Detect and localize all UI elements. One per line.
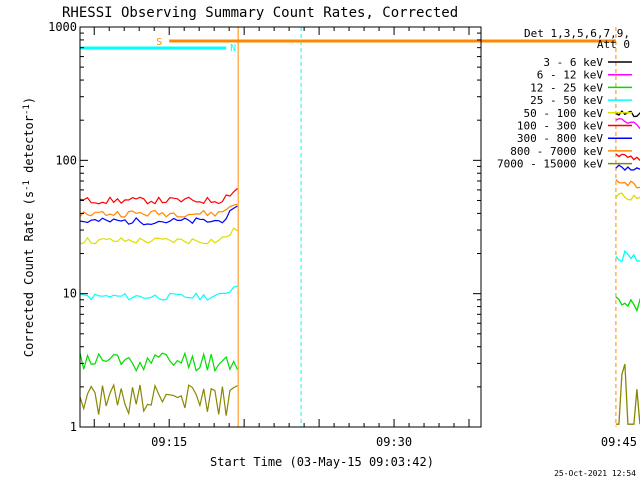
- y-label-sup-2: -1: [22, 104, 32, 115]
- x-tick-label: 09:45: [601, 435, 637, 449]
- legend-label: 7000 - 15000 keV: [497, 158, 603, 171]
- legend-label: 300 - 800 keV: [517, 132, 603, 145]
- x-axis-label: Start Time (03-May-15 09:03:42): [210, 455, 434, 469]
- y-label-sup-1: -1: [22, 180, 32, 191]
- series-3-segment-1: [79, 285, 238, 301]
- y-label-part-1: Corrected Count Rate (s: [22, 191, 36, 357]
- legend-header-2: Att 0: [597, 38, 630, 51]
- series-2-segment-1: [79, 351, 238, 373]
- chart-title: RHESSI Observing Summary Count Rates, Co…: [62, 5, 458, 21]
- date-stamp: 25-Oct-2021 12:54: [554, 469, 636, 478]
- y-tick-label: 1000: [48, 20, 77, 34]
- legend-label: 800 - 7000 keV: [510, 145, 603, 158]
- y-label-part-3: ): [22, 97, 36, 104]
- y-tick-label: 10: [63, 287, 77, 301]
- data-layer: SNF: [79, 27, 640, 427]
- x-tick-label: 09:15: [151, 435, 187, 449]
- y-tick-label: 1: [70, 420, 77, 434]
- legend-label: 3 - 6 keV: [543, 56, 603, 69]
- series-7-segment-1: [79, 203, 238, 218]
- y-axis-label: Corrected Count Rate (s-1 detector-1): [22, 97, 36, 357]
- legend-label: 25 - 50 keV: [530, 94, 603, 107]
- y-label-part-2: detector: [22, 115, 36, 180]
- plot-frame: [79, 26, 482, 428]
- legend-label: 6 - 12 keV: [537, 69, 604, 82]
- legend-label: 12 - 25 keV: [530, 81, 603, 94]
- flag-label-s: S: [156, 37, 162, 48]
- x-tick-label: 09:30: [376, 435, 412, 449]
- flag-label-n: N: [230, 43, 236, 54]
- series-5-segment-1: [79, 188, 238, 205]
- legend-header-1: Det 1,3,5,6,7,9,: [524, 27, 630, 40]
- legend-label: 100 - 300 keV: [517, 120, 603, 133]
- legend-label: 50 - 100 keV: [524, 107, 604, 120]
- y-tick-label: 100: [55, 153, 77, 167]
- series-4-segment-1: [79, 227, 238, 245]
- series-6-segment-1: [79, 205, 238, 226]
- series-8-segment-1: [79, 383, 238, 416]
